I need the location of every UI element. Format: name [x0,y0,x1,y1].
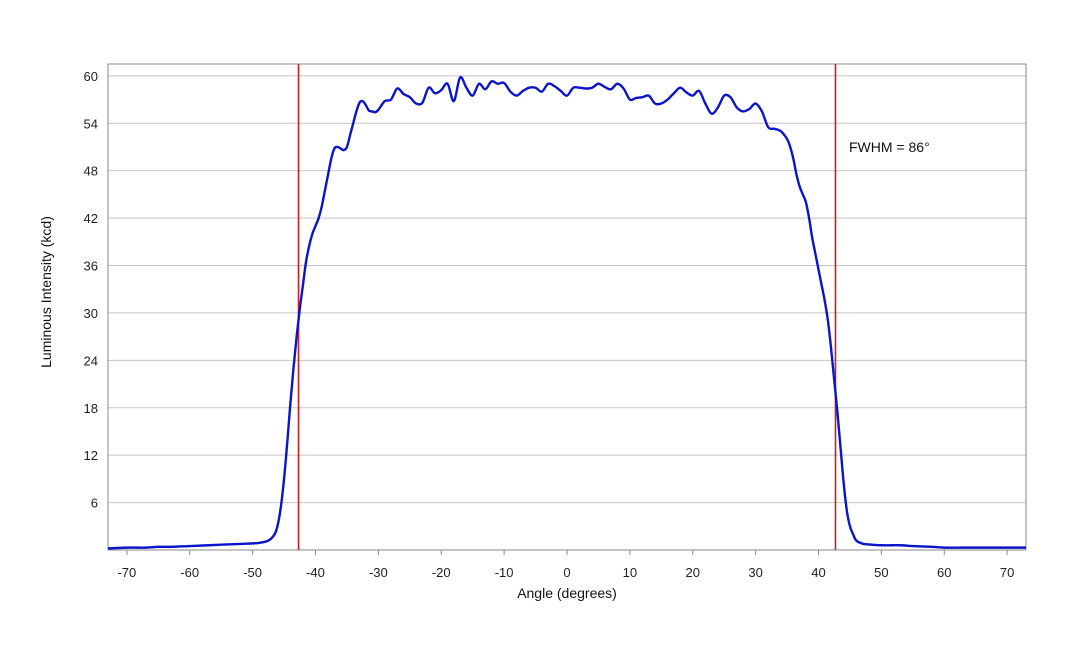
series-layer [107,75,1026,550]
x-tick-label: -50 [243,565,262,580]
x-tick-label: 70 [1000,565,1014,580]
y-tick-label: 18 [84,401,98,416]
x-tick-label: -20 [432,565,451,580]
y-tick-label: 30 [84,306,98,321]
x-tick-label: 60 [937,565,951,580]
x-tick-label: 30 [748,565,762,580]
x-tick-label: -10 [495,565,514,580]
fwhm-annotation: FWHM = 86° [849,139,930,155]
x-axis-label: Angle (degrees) [517,585,617,601]
y-tick-label: 42 [84,211,98,226]
x-tick-label: -30 [369,565,388,580]
x-tick-label: -60 [180,565,199,580]
y-tick-label: 12 [84,448,98,463]
x-tick-label: 50 [874,565,888,580]
fwhm-marker-lines [297,64,837,550]
x-tick-label: 10 [623,565,637,580]
plot-frame [107,63,1027,551]
y-tick-label: 48 [84,164,98,179]
y-tick-label: 36 [84,259,98,274]
y-tick-label: 60 [84,69,98,84]
x-tick-label: -40 [306,565,325,580]
y-tick-label: 6 [91,496,98,511]
x-tick-label: 20 [686,565,700,580]
x-tick-label: 0 [563,565,570,580]
x-tick-label: 40 [811,565,825,580]
y-axis-ticks: 6 12 18 24 30 36 42 48 54 60 [84,69,98,511]
y-tick-label: 24 [84,353,98,368]
x-tick-label: -70 [117,565,136,580]
y-tick-label: 54 [84,116,98,131]
y-axis-label: Luminous Intensity (kcd) [38,216,54,368]
x-axis-ticks: -70 -60 -50 -40 -30 -20 -10 0 10 20 30 40 50 60 70 [117,550,1014,580]
intensity-series-line [107,75,1026,550]
grid-layer [108,75,1026,504]
